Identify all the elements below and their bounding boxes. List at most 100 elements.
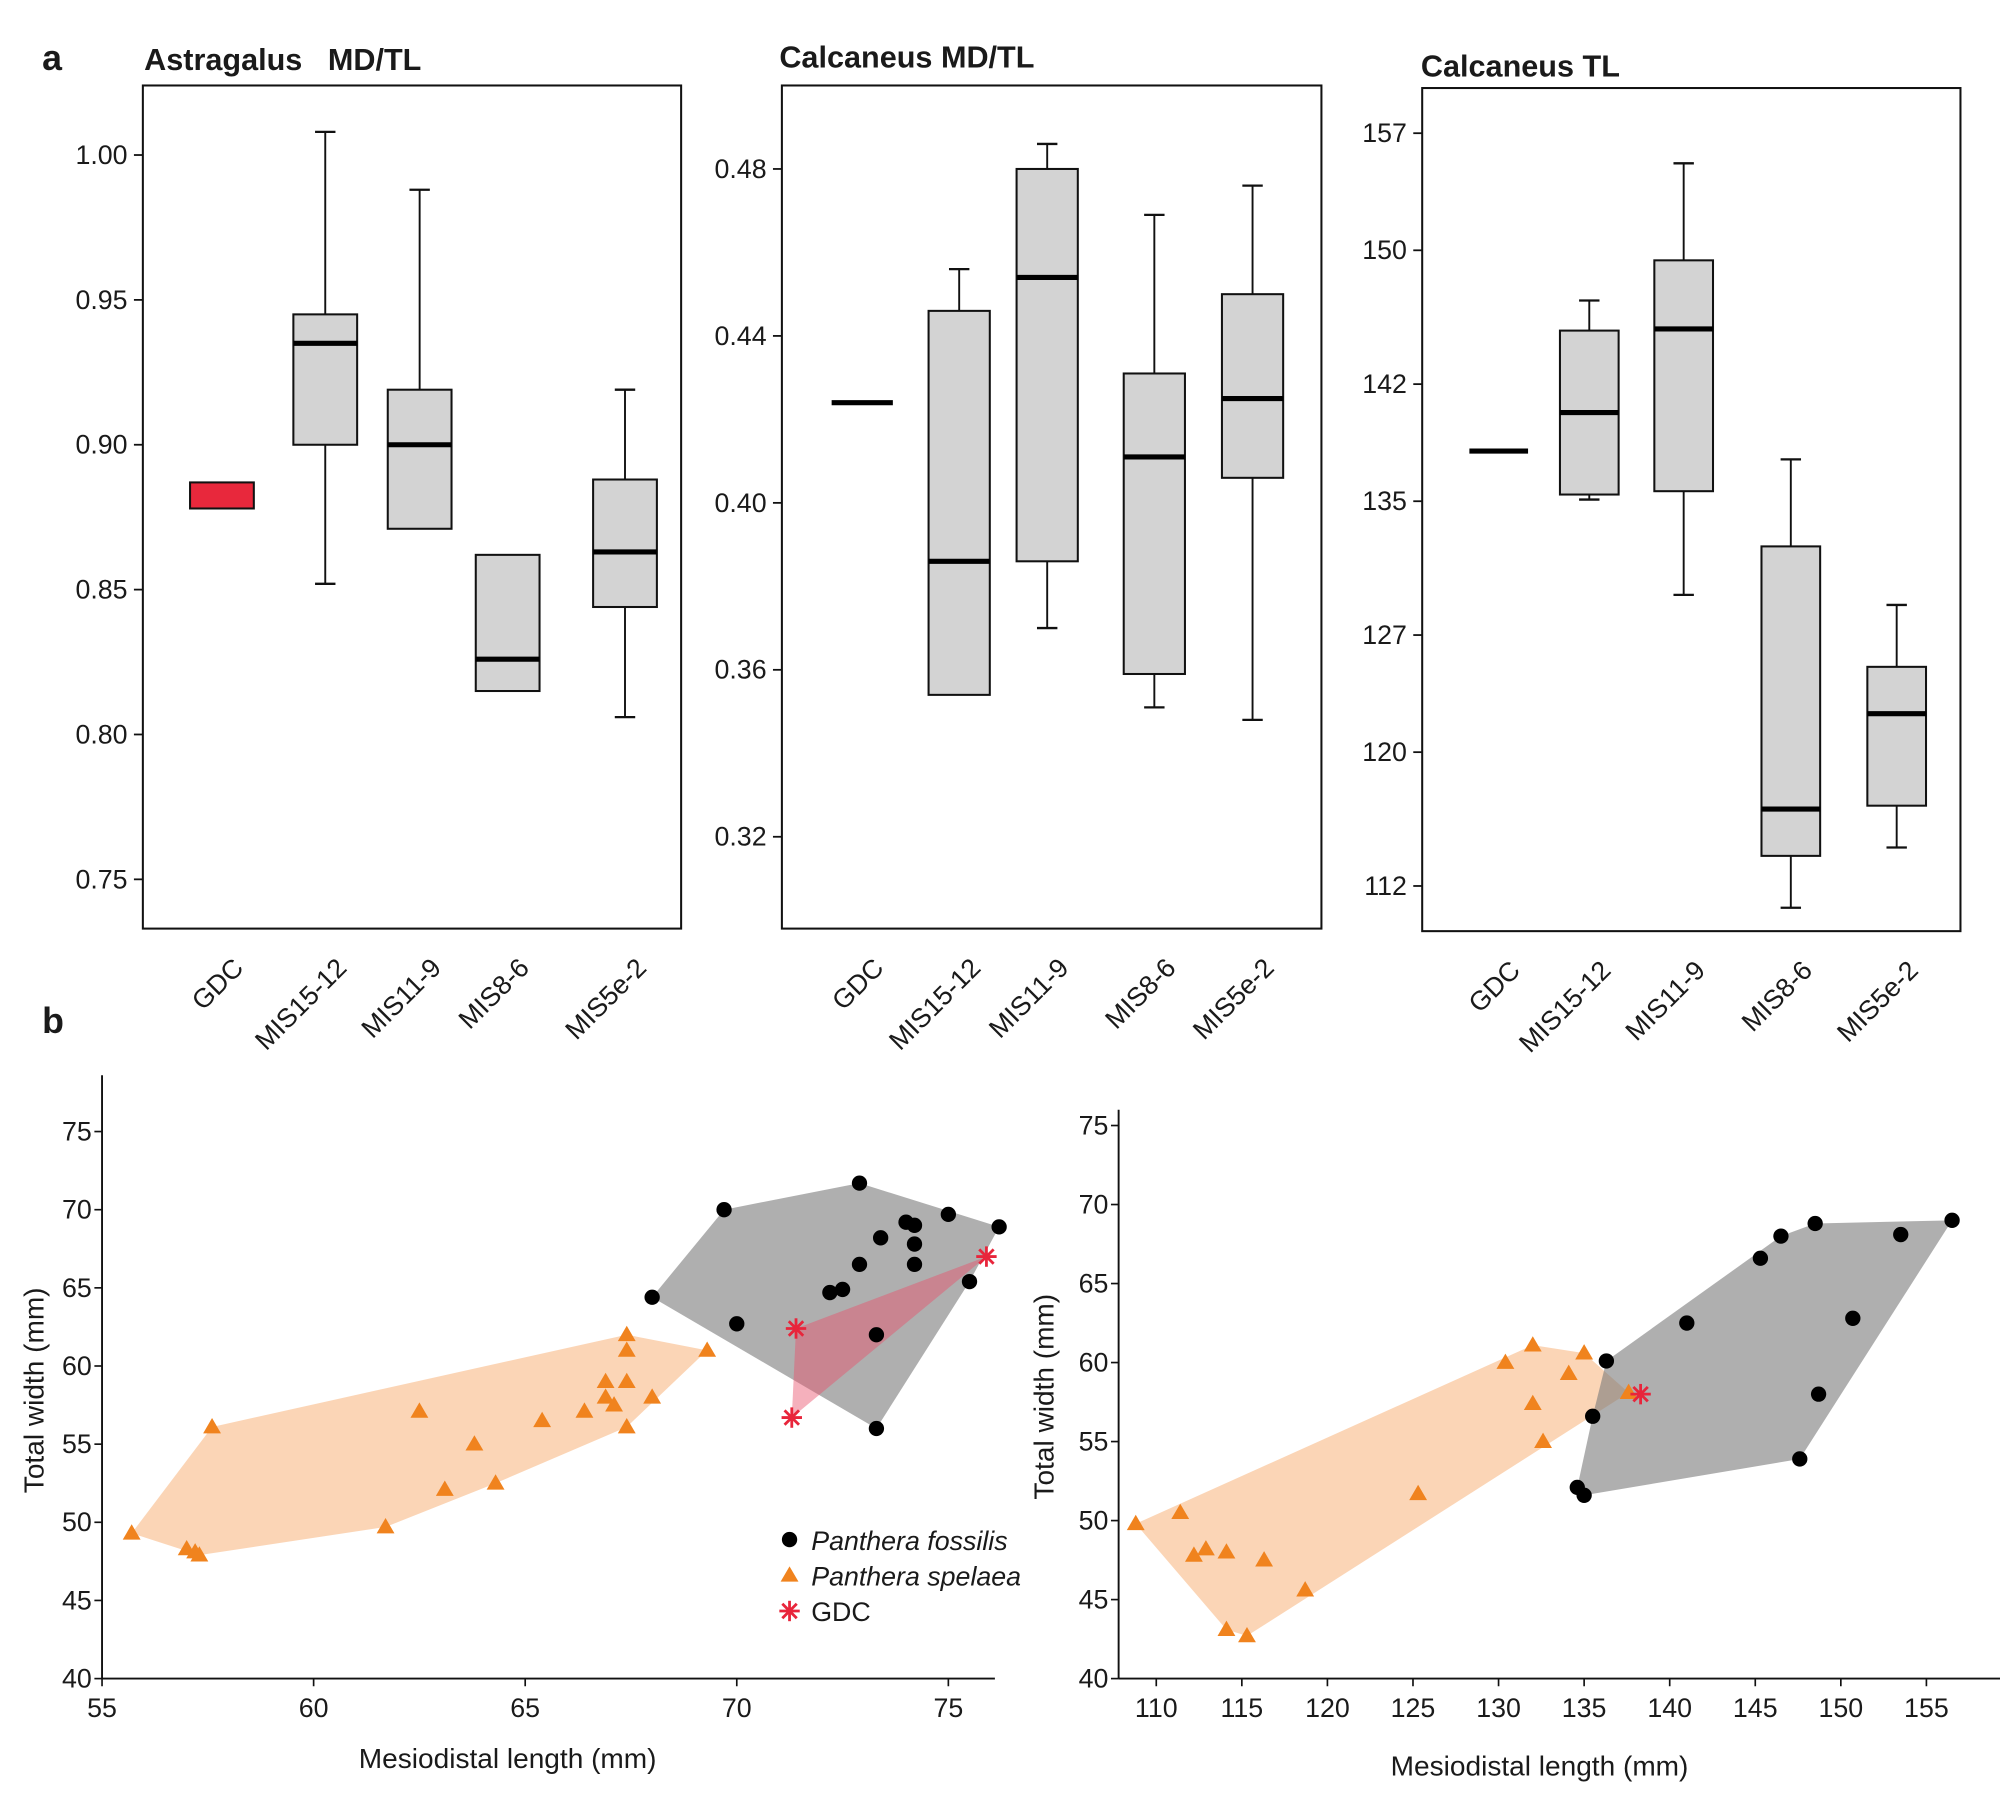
x-tick-label: MIS8-6 [453,952,535,1034]
asterisk-stroke [781,1602,798,1620]
y-tick-label: 60 [1079,1347,1109,1377]
y-tick-label: 120 [1362,737,1407,767]
asterisk-stroke [787,1320,805,1337]
point-triangle [596,1388,615,1404]
point-circle [822,1284,838,1301]
legend-label: Panthera fossilis [811,1526,1007,1556]
x-tick-label: 110 [1135,1693,1178,1723]
point-circle [1752,1250,1769,1266]
point-triangle [122,1524,141,1540]
box-MIS5e-2 [592,388,658,719]
hull-panthera-spelaea [131,1334,708,1556]
y-tick-label: 40 [1079,1664,1109,1694]
boxplot-panel-1: Astragalus MD/TL 1.00 0.95 0.90 0.85 0.80 0.75… [75,43,683,1056]
box-MIS5e-2 [1220,184,1285,722]
point-circle [906,1256,923,1273]
point-triangle [1184,1546,1203,1562]
y-tick-label: 45 [1079,1585,1109,1615]
plot-frame [1421,87,1962,933]
hull-gdc [791,1256,987,1418]
point-circle [872,1230,889,1246]
chart-title: Calcaneus TL [1421,50,1620,84]
y-tick-label: 0.85 [75,575,127,605]
point-triangle [190,1546,209,1562]
y-tick-label: 112 [1364,871,1407,901]
box-iqr [474,553,541,693]
hull-panthera-spelaea [1135,1345,1629,1636]
point-asterisk [781,1407,802,1428]
x-axis-label: Mesiodistal length (mm) [1391,1751,1689,1782]
point-circle [1944,1212,1960,1228]
y-tick-label: 65 [1079,1268,1109,1298]
x-tick-label: MIS5e-2 [559,952,652,1045]
box-MIS8-6 [474,553,541,693]
box-GDC [189,481,255,510]
point-triangle [486,1474,505,1490]
point-triangle [1296,1581,1315,1597]
x-tick-label: MIS11-9 [356,952,447,1043]
box-MIS8-6 [1122,213,1186,709]
point-triangle [1523,1336,1542,1352]
y-tick-label: 1.00 [75,140,127,170]
chart-title: Astragalus MD/TL [144,43,421,77]
plot-frame [141,84,683,930]
box-MIS15-12 [292,130,359,585]
y-tick-label: 0.40 [714,488,766,518]
box-MIS11-9 [386,188,453,530]
point-circle [729,1316,745,1332]
box-MIS11-9 [1653,162,1715,597]
y-tick-label: 40 [62,1664,92,1694]
y-tick-label: 50 [1079,1506,1109,1536]
point-circle [834,1281,851,1298]
point-triangle [1559,1364,1578,1380]
point-triangle [1409,1484,1428,1501]
point-circle [851,1175,868,1191]
plot-frame [780,84,1323,930]
asterisk-stroke [1632,1385,1649,1403]
scatter-panel-1: 55 60 65 70 75 40 45 50 55 60 65 70 75 Mesiodistal le… [18,1075,1021,1774]
legend-marker-triangle [780,1566,799,1582]
x-tick-label: MIS5e-2 [1187,952,1280,1045]
point-triangle [203,1418,221,1434]
point-triangle [435,1480,454,1496]
x-tick-label: MIS11-9 [1620,955,1711,1046]
boxplot-panel-3: Calcaneus TL157150142135127120112GDCMIS1… [1362,50,1962,1058]
y-axis-label: Total width (mm) [1029,1294,1060,1500]
point-circle [961,1273,978,1290]
x-tick-label: MIS8-6 [1099,952,1181,1034]
x-axis-label: Mesiodistal length (mm) [359,1743,657,1774]
point-triangle [617,1341,636,1357]
box-iqr [1653,259,1715,493]
asterisk-stroke [978,1248,995,1265]
point-triangle [1255,1551,1274,1567]
x-tick-label: 120 [1305,1693,1350,1723]
box-iqr [592,478,658,609]
point-triangle [1217,1620,1236,1636]
point-circle [1810,1386,1827,1402]
y-tick-label: 127 [1362,620,1407,650]
y-tick-label: 0.75 [75,864,127,894]
point-circle [1598,1353,1615,1369]
x-tick-label: 115 [1221,1693,1264,1723]
point-circle [940,1206,957,1223]
x-tick-label: 65 [510,1693,540,1723]
point-triangle [1496,1353,1515,1369]
x-tick-label: 135 [1562,1693,1607,1723]
x-tick-label: 150 [1819,1693,1864,1723]
x-tick-label: 145 [1733,1693,1778,1723]
box-iqr [189,481,255,510]
box-MIS15-12 [1558,299,1620,501]
point-asterisk [976,1246,997,1267]
point-triangle [617,1325,636,1342]
chart-title: Calcaneus MD/TL [779,41,1034,75]
y-tick-label: 50 [62,1507,92,1537]
y-tick-label: 0.48 [714,154,766,184]
point-circle [851,1256,868,1273]
x-tick-label: MIS15-12 [249,952,352,1055]
box-MIS5e-2 [1866,603,1928,849]
y-tick-label: 135 [1362,486,1407,516]
point-circle [1845,1310,1861,1326]
point-triangle [617,1372,636,1389]
point-triangle [1126,1514,1145,1531]
x-tick-label: GDC [826,952,889,1015]
